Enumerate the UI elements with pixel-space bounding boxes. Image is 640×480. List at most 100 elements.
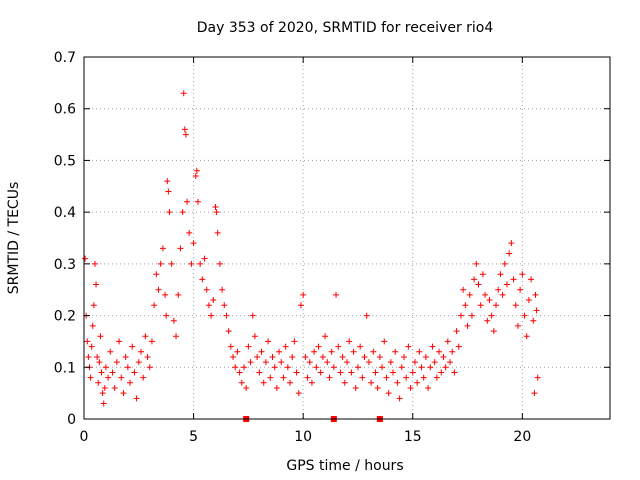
data-point bbox=[89, 322, 96, 329]
data-point bbox=[151, 302, 158, 309]
data-point bbox=[205, 302, 212, 309]
data-point bbox=[422, 353, 429, 360]
data-point bbox=[326, 374, 333, 381]
data-point bbox=[249, 312, 256, 319]
data-point bbox=[350, 348, 357, 355]
data-point bbox=[488, 312, 495, 319]
data-point bbox=[177, 245, 184, 252]
data-point bbox=[523, 333, 530, 340]
data-point bbox=[530, 317, 537, 324]
data-point bbox=[357, 343, 364, 350]
data-point bbox=[291, 338, 298, 345]
data-point bbox=[403, 374, 410, 381]
data-point bbox=[385, 390, 392, 397]
data-point bbox=[116, 338, 123, 345]
data-point bbox=[225, 328, 232, 335]
data-point bbox=[102, 364, 109, 371]
data-point bbox=[503, 281, 510, 288]
data-point bbox=[508, 240, 515, 247]
data-point bbox=[175, 291, 182, 298]
data-point bbox=[124, 364, 131, 371]
data-point bbox=[396, 395, 403, 402]
data-point bbox=[416, 348, 423, 355]
data-point bbox=[383, 374, 390, 381]
y-tick-label: 0 bbox=[67, 412, 76, 428]
data-point bbox=[506, 250, 513, 257]
data-point bbox=[322, 333, 329, 340]
data-point bbox=[339, 353, 346, 360]
data-point bbox=[256, 369, 263, 376]
data-point bbox=[517, 286, 524, 293]
chart-title: Day 353 of 2020, SRMTID for receiver rio… bbox=[197, 20, 494, 36]
data-point bbox=[442, 364, 449, 371]
data-point bbox=[525, 297, 532, 304]
data-point bbox=[181, 126, 188, 133]
data-point bbox=[418, 364, 425, 371]
data-point bbox=[512, 302, 519, 309]
data-point bbox=[409, 369, 416, 376]
data-point bbox=[449, 348, 456, 355]
x-tick-label: 15 bbox=[404, 429, 422, 445]
data-point bbox=[381, 338, 388, 345]
data-point bbox=[223, 312, 230, 319]
data-point bbox=[348, 369, 355, 376]
data-point bbox=[271, 364, 278, 371]
data-point bbox=[319, 353, 326, 360]
data-point bbox=[363, 312, 370, 319]
data-point bbox=[297, 302, 304, 309]
data-point bbox=[109, 369, 116, 376]
data-point bbox=[499, 291, 506, 298]
data-point bbox=[519, 271, 526, 278]
data-point bbox=[528, 276, 535, 283]
data-point bbox=[146, 364, 153, 371]
data-point bbox=[308, 379, 315, 386]
data-point bbox=[311, 348, 318, 355]
data-point bbox=[300, 291, 307, 298]
y-axis-label: SRMTID / TECUs bbox=[6, 182, 22, 295]
data-point bbox=[137, 348, 144, 355]
x-tick-label: 10 bbox=[294, 429, 312, 445]
data-point bbox=[531, 390, 538, 397]
data-point bbox=[234, 348, 241, 355]
data-point bbox=[473, 260, 480, 267]
data-point bbox=[85, 353, 92, 360]
y-tick-label: 0.5 bbox=[54, 153, 76, 169]
data-point bbox=[193, 167, 200, 174]
data-point bbox=[184, 198, 191, 205]
data-point bbox=[91, 260, 98, 267]
data-point bbox=[361, 353, 368, 360]
data-point bbox=[341, 379, 348, 386]
ticks-layer: 0 0.1 0.2 0.3 0.4 0.5 0.6 0.7 0 5 10 15 20 bbox=[54, 50, 610, 445]
data-point bbox=[247, 359, 254, 366]
data-point bbox=[414, 379, 421, 386]
data-point bbox=[444, 338, 451, 345]
data-point bbox=[359, 374, 366, 381]
data-point bbox=[140, 374, 147, 381]
data-point bbox=[431, 359, 438, 366]
data-point bbox=[365, 359, 372, 366]
data-point bbox=[267, 374, 274, 381]
data-point bbox=[390, 369, 397, 376]
data-point bbox=[295, 390, 302, 397]
data-point bbox=[352, 384, 359, 391]
data-point bbox=[131, 369, 138, 376]
data-point bbox=[306, 359, 313, 366]
data-point bbox=[278, 359, 285, 366]
data-point bbox=[335, 343, 342, 350]
data-point bbox=[214, 229, 221, 236]
data-point bbox=[433, 374, 440, 381]
data-point bbox=[427, 364, 434, 371]
data-point bbox=[216, 260, 223, 267]
data-point bbox=[280, 374, 287, 381]
data-point bbox=[471, 276, 478, 283]
plot-frame bbox=[83, 56, 611, 420]
data-point bbox=[479, 271, 486, 278]
data-point bbox=[346, 338, 353, 345]
data-point bbox=[127, 379, 134, 386]
data-point bbox=[532, 291, 539, 298]
data-point bbox=[387, 359, 394, 366]
data-point bbox=[107, 348, 114, 355]
data-point bbox=[208, 312, 215, 319]
data-point bbox=[521, 312, 528, 319]
